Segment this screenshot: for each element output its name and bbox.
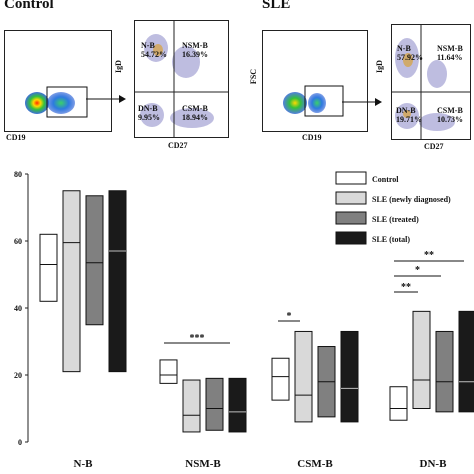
sig-text-0: *** [190, 333, 205, 344]
control-gate-arrow [86, 95, 126, 103]
box-n-b-series-1 [62, 190, 81, 373]
control-csmb-pct: 18.94% [182, 113, 208, 122]
control-quadrant-svg [134, 20, 229, 138]
sle-scatter-xlabel: CD19 [302, 133, 322, 142]
sle-nb-name: N-B [397, 44, 411, 53]
legend-label-3: SLE (total) [372, 235, 410, 244]
sle-quadrant-xlabel: CD27 [424, 142, 444, 151]
box-nsm-b-series-2 [205, 377, 224, 431]
legend-swatch-1 [335, 191, 367, 205]
sle-nsmb-pct: 11.64% [437, 53, 463, 62]
sle-nb-label: N-B 57.92% [397, 44, 423, 62]
sle-csmb-pct: 10.73% [437, 115, 463, 124]
legend-swatch-0 [335, 171, 367, 185]
y-tick-label-4: 80 [14, 170, 22, 179]
legend-label-0: Control [372, 175, 399, 184]
control-nb-label: N-B 54.72% [141, 41, 167, 59]
sle-dnb-pct: 19.71% [396, 115, 422, 124]
sle-dnb-label: DN-B 19.71% [396, 106, 422, 124]
control-gate [46, 86, 88, 118]
control-quadrant-plot [134, 20, 229, 138]
sle-nb-pct: 57.92% [397, 53, 423, 62]
sig-text-2: ** [401, 282, 411, 293]
control-density-cluster-2 [47, 92, 75, 114]
control-quadrant-ylabel: IgD [113, 60, 123, 73]
box-nsm-b-series-1 [182, 379, 201, 433]
box-nsm-b-series-0 [159, 359, 178, 384]
control-nsmb-name: NSM-B [182, 41, 208, 50]
sle-quadrant-plot [391, 24, 471, 140]
control-panel-title: Control [4, 0, 54, 12]
box-n-b-series-2 [85, 195, 104, 326]
category-label-csm-b: CSM-B [297, 458, 333, 470]
control-nsmb-label: NSM-B 16.39% [182, 41, 208, 59]
control-quadrant-xlabel: CD27 [168, 141, 188, 150]
box-csm-b-series-0 [271, 357, 290, 401]
box-dn-b-series-3 [458, 310, 474, 413]
control-nb-name: N-B [141, 41, 155, 50]
control-csmb-name: CSM-B [182, 104, 208, 113]
sig-text-3: * [415, 265, 420, 276]
sle-dnb-name: DN-B [396, 106, 416, 115]
legend-swatch-3 [335, 231, 367, 245]
box-csm-b-series-1 [294, 330, 313, 423]
sle-gate-arrow [342, 98, 382, 106]
control-density-cluster-1 [25, 92, 49, 114]
box-dn-b-series-0 [389, 386, 408, 421]
sle-density-cluster-2 [308, 93, 326, 113]
control-nsmb-pct: 16.39% [182, 50, 208, 59]
control-nb-pct: 54.72% [141, 50, 167, 59]
legend-swatch-2 [335, 211, 367, 225]
sle-density-cluster-1 [283, 92, 307, 114]
legend-label-2: SLE (treated) [372, 215, 419, 224]
box-nsm-b-series-3 [228, 377, 247, 433]
category-label-nsm-b: NSM-B [185, 458, 221, 470]
sle-nsmb-name: NSM-B [437, 44, 463, 53]
control-dnb-pct: 9.95% [138, 113, 160, 122]
sig-text-1: * [287, 311, 292, 322]
box-csm-b-series-3 [340, 330, 359, 423]
control-cd19-scatter-plot [4, 30, 112, 132]
y-tick-label-0: 0 [18, 438, 22, 447]
box-dn-b-series-1 [412, 310, 431, 410]
category-label-dn-b: DN-B [420, 458, 448, 470]
sle-cd19-scatter-svg [283, 85, 344, 117]
y-tick-label-3: 60 [14, 237, 22, 246]
sle-quadrant-events [395, 38, 455, 131]
sle-quadrant-svg [391, 24, 471, 140]
box-n-b-series-3 [108, 190, 127, 373]
sig-text-4: ** [424, 250, 434, 261]
box-dn-b-series-2 [435, 330, 454, 413]
control-dnb-name: DN-B [138, 104, 158, 113]
category-label-n-b: N-B [74, 458, 94, 470]
y-tick-label-1: 20 [14, 371, 22, 380]
control-dnb-label: DN-B 9.95% [138, 104, 160, 122]
control-quadrant-events [140, 34, 214, 128]
sle-panel-title: SLE [262, 0, 291, 12]
y-tick-label-2: 40 [14, 304, 22, 313]
sle-nsmb-label: NSM-B 11.64% [437, 44, 463, 62]
sle-scatter-ylabel: FSC [249, 68, 259, 85]
sle-cd19-scatter-plot [262, 30, 368, 132]
sle-gate [304, 85, 344, 117]
control-cd19-scatter-svg [25, 86, 88, 118]
control-scatter-xlabel: CD19 [6, 133, 26, 142]
control-csmb-label: CSM-B 18.94% [182, 104, 208, 122]
sle-csmb-name: CSM-B [437, 106, 463, 115]
sle-csmb-label: CSM-B 10.73% [437, 106, 463, 124]
legend-label-1: SLE (newly diagnosed) [372, 195, 451, 204]
sle-quadrant-ylabel: IgD [374, 60, 384, 73]
box-n-b-series-0 [39, 233, 58, 302]
